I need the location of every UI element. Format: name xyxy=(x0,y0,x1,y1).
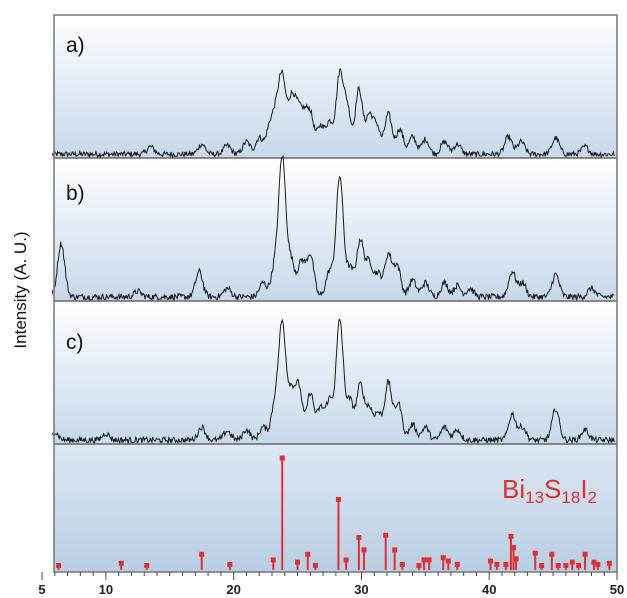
x-tick-label: 10 xyxy=(99,582,113,597)
reference-label-part: Bi xyxy=(502,474,525,504)
reference-stick-marker xyxy=(569,559,575,565)
reference-stick-marker xyxy=(383,532,389,538)
pattern-b-trace xyxy=(51,154,615,302)
reference-stick-marker xyxy=(361,547,367,553)
reference-stick-marker xyxy=(199,551,205,557)
x-tick-label: 20 xyxy=(226,582,240,597)
reference-label: Bi13S18I2 xyxy=(502,474,597,507)
reference-stick-marker xyxy=(295,559,301,565)
reference-stick-marker xyxy=(513,556,519,562)
pattern-c-trace xyxy=(51,318,615,445)
reference-stick-marker xyxy=(118,560,124,566)
reference-stick-marker xyxy=(399,561,405,567)
reference-sticks xyxy=(56,455,612,570)
reference-stick-marker xyxy=(356,535,362,541)
reference-stick-marker xyxy=(416,563,422,569)
reference-stick-marker xyxy=(555,563,561,569)
reference-stick-marker xyxy=(532,550,538,556)
reference-stick-marker xyxy=(421,557,427,563)
reference-stick-marker xyxy=(508,533,514,539)
reference-label-part: 13 xyxy=(525,488,544,507)
x-tick-label: 40 xyxy=(482,582,496,597)
reference-panel-background xyxy=(54,444,617,572)
reference-label-part: 2 xyxy=(588,488,597,507)
reference-stick-marker xyxy=(582,551,588,557)
reference-label-part: I xyxy=(580,474,587,504)
reference-label-part: 18 xyxy=(561,488,580,507)
reference-stick-marker xyxy=(539,563,545,569)
reference-stick-marker xyxy=(335,496,341,502)
reference-stick-marker xyxy=(549,551,555,557)
reference-stick-marker xyxy=(279,455,285,461)
reference-stick-marker xyxy=(270,557,276,563)
x-tick-label: 5 xyxy=(38,582,45,597)
panel-b-label: b) xyxy=(66,182,85,205)
reference-stick-marker xyxy=(511,545,516,551)
reference-stick-marker xyxy=(488,558,493,564)
reference-stick-marker xyxy=(563,563,569,569)
reference-stick-marker xyxy=(606,560,612,566)
reference-label-part: S xyxy=(544,474,561,504)
reference-stick-marker xyxy=(591,559,597,565)
reference-stick-marker xyxy=(445,558,451,564)
x-tick-label: 30 xyxy=(354,582,368,597)
reference-stick-marker xyxy=(56,563,62,569)
reference-stick-marker xyxy=(392,547,398,553)
reference-stick-marker xyxy=(426,557,432,563)
reference-stick-marker xyxy=(343,557,349,563)
x-axis: 5 10 20 30 40 50 xyxy=(38,572,624,597)
reference-stick-marker xyxy=(576,563,582,569)
y-axis-label: Intensity (A. U.) xyxy=(11,231,30,348)
reference-stick-marker xyxy=(305,551,311,557)
reference-stick-marker xyxy=(595,561,601,567)
pattern-a-trace xyxy=(51,68,615,159)
panel-a-background xyxy=(54,15,617,158)
reference-stick-marker xyxy=(503,561,509,567)
reference-stick-marker xyxy=(312,563,318,569)
x-tick-label: 50 xyxy=(610,582,624,597)
reference-stick-marker xyxy=(454,561,460,567)
reference-stick-marker xyxy=(440,555,446,561)
reference-stick-marker xyxy=(227,561,233,567)
panel-a-label: a) xyxy=(66,34,85,57)
reference-stick-marker xyxy=(494,561,500,567)
reference-stick-marker xyxy=(144,563,150,569)
panel-c-label: c) xyxy=(66,331,84,354)
